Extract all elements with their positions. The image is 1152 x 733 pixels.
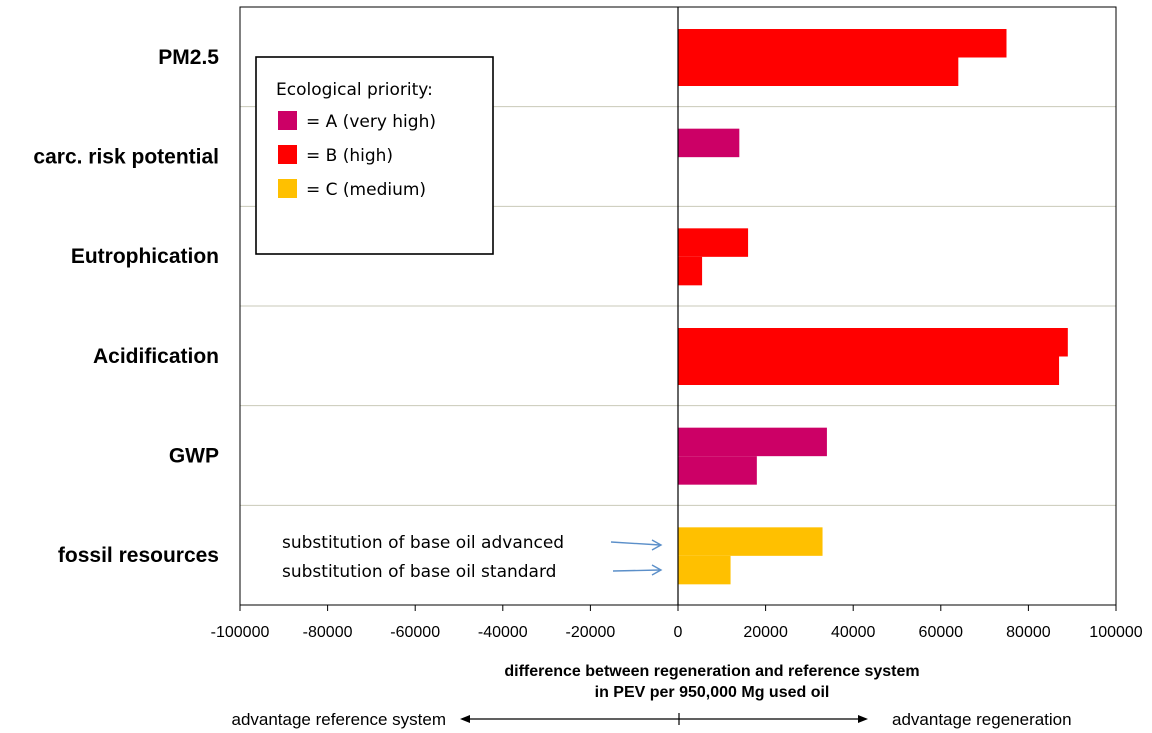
left-arrowhead [460, 715, 470, 723]
category-label: carc. risk potential [33, 146, 219, 169]
direction-left-label: advantage reference system [231, 710, 446, 729]
bar [678, 456, 757, 485]
direction-right-label: advantage regeneration [892, 710, 1072, 729]
bar [678, 427, 827, 457]
annotations: substitution of base oil advanced substi… [282, 533, 663, 582]
bar [678, 555, 731, 585]
bars [678, 29, 1068, 585]
annotation-standard: substitution of base oil standard [282, 562, 556, 582]
legend-swatch-b [278, 145, 297, 164]
legend: Ecological priority: = A (very high) = B … [255, 56, 494, 255]
bar [678, 128, 740, 158]
legend-label-c: = C (medium) [306, 180, 426, 200]
annotation-arrow-standard [612, 564, 663, 576]
category-label: Eutrophication [71, 245, 219, 268]
category-label: GWP [169, 445, 219, 468]
bar [678, 328, 1068, 357]
right-arrowhead [858, 715, 868, 723]
legend-swatch-a [278, 111, 297, 130]
annotation-arrow-advanced [610, 539, 663, 551]
bar [678, 256, 703, 286]
x-axis-label-line1: difference between regeneration and refe… [504, 663, 919, 680]
legend-label-b: = B (high) [306, 146, 393, 166]
category-label: fossil resources [58, 544, 219, 567]
axes [239, 6, 1117, 611]
category-label: PM2.5 [158, 46, 219, 69]
x-tick-label: 60000 [919, 624, 964, 641]
x-tick-label: -20000 [565, 624, 615, 641]
x-tick-label: 20000 [743, 624, 788, 641]
bar [678, 356, 1060, 385]
x-tick-label: 100000 [1089, 624, 1142, 641]
x-axis-label-line2: in PEV per 950,000 Mg used oil [595, 684, 830, 701]
x-tick-label: -60000 [390, 624, 440, 641]
bar [678, 57, 959, 86]
x-tick-label: 40000 [831, 624, 876, 641]
direction-indicator: advantage reference system advantage reg… [231, 710, 1071, 729]
bar [678, 228, 749, 257]
annotation-advanced: substitution of base oil advanced [282, 533, 564, 553]
bar [678, 29, 1007, 58]
legend-swatch-c [278, 179, 297, 198]
x-tick-label: -100000 [211, 624, 270, 641]
tick-labels: -100000 -80000 -60000 -40000 -20000 0 20000 400… [211, 624, 1143, 641]
category-labels: PM2.5 carc. risk potential Eutrophication A… [33, 46, 219, 567]
bar [678, 527, 823, 556]
x-tick-label: 80000 [1006, 624, 1051, 641]
legend-title: Ecological priority: [276, 80, 433, 100]
x-tick-label: -80000 [303, 624, 353, 641]
legend-label-a: = A (very high) [306, 112, 436, 132]
category-label: Acidification [93, 345, 219, 368]
x-tick-label: -40000 [478, 624, 528, 641]
x-tick-label: 0 [674, 624, 683, 641]
